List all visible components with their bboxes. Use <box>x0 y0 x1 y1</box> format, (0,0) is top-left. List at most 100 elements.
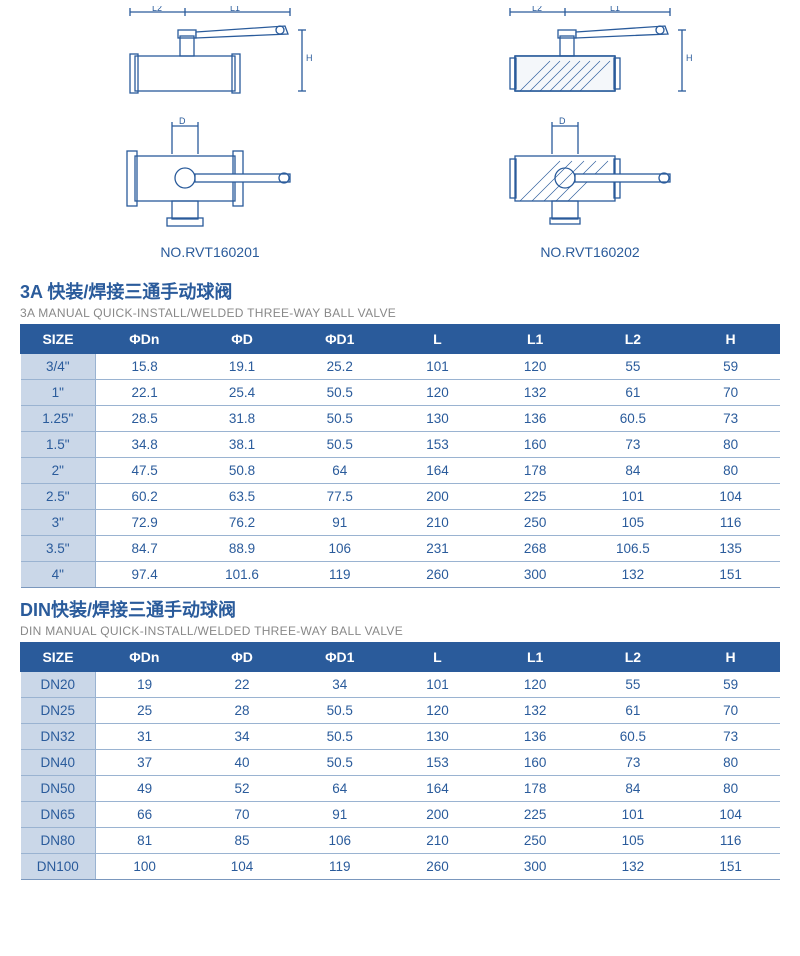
table-row: 3/4"15.819.125.21011205559 <box>21 354 780 380</box>
data-cell: 116 <box>682 510 780 536</box>
data-cell: 25 <box>96 698 194 724</box>
data-cell: 49 <box>96 776 194 802</box>
table-row: DN808185106210250105116 <box>21 828 780 854</box>
data-cell: 60.2 <box>96 484 194 510</box>
data-cell: 250 <box>486 828 584 854</box>
data-cell: 80 <box>682 432 780 458</box>
valve-drawing-right: L2 L1 <box>460 6 720 236</box>
data-cell: 73 <box>682 406 780 432</box>
data-cell: 164 <box>389 458 487 484</box>
data-cell: 77.5 <box>291 484 389 510</box>
data-cell: 225 <box>486 802 584 828</box>
data-cell: 200 <box>389 802 487 828</box>
size-cell: 1.25" <box>21 406 96 432</box>
svg-text:L2: L2 <box>532 6 542 13</box>
diagram-right-label: NO.RVT160202 <box>540 244 639 260</box>
data-cell: 164 <box>389 776 487 802</box>
data-cell: 84 <box>584 776 682 802</box>
data-cell: 119 <box>291 562 389 588</box>
data-cell: 135 <box>682 536 780 562</box>
data-cell: 34 <box>291 672 389 698</box>
diagram-right: L2 L1 <box>460 5 720 260</box>
size-cell: DN100 <box>21 854 96 880</box>
table-section-3a: 3A 快装/焊接三通手动球阀 3A MANUAL QUICK-INSTALL/W… <box>0 270 800 588</box>
data-cell: 34 <box>193 724 291 750</box>
data-cell: 120 <box>389 698 487 724</box>
data-cell: 132 <box>584 854 682 880</box>
size-cell: 1" <box>21 380 96 406</box>
col-header: ΦD <box>193 325 291 354</box>
data-cell: 104 <box>193 854 291 880</box>
data-cell: 61 <box>584 698 682 724</box>
data-cell: 40 <box>193 750 291 776</box>
col-header: ΦD <box>193 643 291 672</box>
data-cell: 132 <box>584 562 682 588</box>
data-cell: 80 <box>682 750 780 776</box>
data-cell: 28.5 <box>96 406 194 432</box>
col-header: L <box>389 325 487 354</box>
svg-text:D: D <box>559 116 566 126</box>
data-cell: 104 <box>682 484 780 510</box>
data-cell: 130 <box>389 406 487 432</box>
data-cell: 300 <box>486 854 584 880</box>
data-cell: 106 <box>291 828 389 854</box>
table-row: 3.5"84.788.9106231268106.5135 <box>21 536 780 562</box>
data-cell: 28 <box>193 698 291 724</box>
table-row: 2"47.550.8641641788480 <box>21 458 780 484</box>
size-cell: DN32 <box>21 724 96 750</box>
data-cell: 73 <box>682 724 780 750</box>
col-header: SIZE <box>21 325 96 354</box>
size-cell: DN40 <box>21 750 96 776</box>
data-cell: 153 <box>389 432 487 458</box>
data-cell: 25.2 <box>291 354 389 380</box>
table-row: DN32313450.513013660.573 <box>21 724 780 750</box>
col-header: H <box>682 325 780 354</box>
data-cell: 116 <box>682 828 780 854</box>
table-row: DN25252850.51201326170 <box>21 698 780 724</box>
size-cell: 2" <box>21 458 96 484</box>
table-row: DN201922341011205559 <box>21 672 780 698</box>
data-cell: 132 <box>486 380 584 406</box>
data-cell: 178 <box>486 458 584 484</box>
table-din-title-cn: DIN快装/焊接三通手动球阀 <box>20 596 780 622</box>
data-cell: 73 <box>584 750 682 776</box>
data-cell: 34.8 <box>96 432 194 458</box>
data-cell: 136 <box>486 724 584 750</box>
data-cell: 80 <box>682 458 780 484</box>
size-cell: 4" <box>21 562 96 588</box>
data-cell: 101 <box>389 354 487 380</box>
data-cell: 210 <box>389 828 487 854</box>
data-cell: 250 <box>486 510 584 536</box>
data-cell: 61 <box>584 380 682 406</box>
data-cell: 106 <box>291 536 389 562</box>
data-cell: 59 <box>682 672 780 698</box>
data-cell: 64 <box>291 776 389 802</box>
svg-text:L1: L1 <box>230 6 240 13</box>
table-row: 3"72.976.291210250105116 <box>21 510 780 536</box>
data-cell: 120 <box>486 354 584 380</box>
data-cell: 72.9 <box>96 510 194 536</box>
table-section-din: DIN快装/焊接三通手动球阀 DIN MANUAL QUICK-INSTALL/… <box>0 588 800 880</box>
data-cell: 47.5 <box>96 458 194 484</box>
data-cell: 50.5 <box>291 750 389 776</box>
svg-text:H: H <box>686 53 693 63</box>
data-cell: 31.8 <box>193 406 291 432</box>
data-cell: 66 <box>96 802 194 828</box>
col-header: ΦD1 <box>291 325 389 354</box>
col-header: ΦDn <box>96 643 194 672</box>
data-cell: 153 <box>389 750 487 776</box>
data-cell: 55 <box>584 672 682 698</box>
data-cell: 25.4 <box>193 380 291 406</box>
size-cell: DN80 <box>21 828 96 854</box>
data-cell: 50.5 <box>291 406 389 432</box>
table-din-title-en: DIN MANUAL QUICK-INSTALL/WELDED THREE-WA… <box>20 624 780 638</box>
data-cell: 60.5 <box>584 724 682 750</box>
data-cell: 85 <box>193 828 291 854</box>
diagram-left: L2 L1 H <box>80 5 340 260</box>
svg-text:D: D <box>179 116 186 126</box>
data-cell: 178 <box>486 776 584 802</box>
data-cell: 119 <box>291 854 389 880</box>
table-row: 1.25"28.531.850.513013660.573 <box>21 406 780 432</box>
data-cell: 15.8 <box>96 354 194 380</box>
data-cell: 50.5 <box>291 698 389 724</box>
